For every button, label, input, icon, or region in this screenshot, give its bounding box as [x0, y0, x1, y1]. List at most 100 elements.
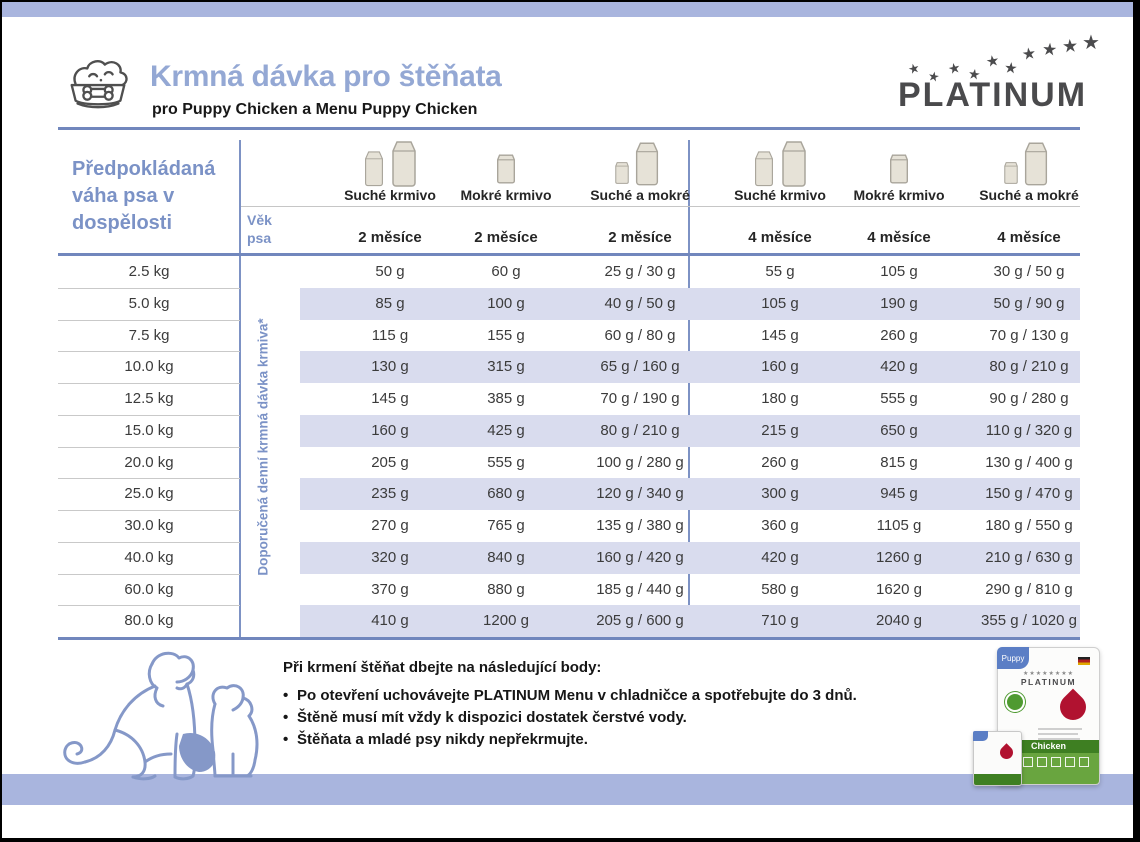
amount-cell: 270 g — [371, 517, 409, 534]
amount-cell: 105 g — [880, 263, 918, 280]
top-accent-band — [0, 2, 1140, 17]
amount-cell: 420 g — [761, 548, 799, 566]
amount-cell: 100 g — [487, 294, 525, 312]
age-label: 4 měsíce — [748, 229, 812, 246]
amount-cell: 385 g — [487, 390, 525, 407]
age-label: 4 měsíce — [867, 229, 931, 246]
page-subtitle: pro Puppy Chicken a Menu Puppy Chicken — [152, 101, 478, 118]
star-icon: ★ — [946, 58, 963, 78]
quality-seal-icon — [1005, 692, 1025, 712]
amount-cell: 1200 g — [483, 612, 529, 630]
table-row: 60.0 kg 370 g 880 g 185 g / 440 g 580 g 1620 … — [58, 574, 1080, 607]
star-icon: ★ — [984, 51, 1001, 72]
amount-cell: 105 g — [761, 294, 799, 312]
footer-heading: Při krmení štěňat dbejte na následující … — [283, 659, 602, 676]
amount-cell: 420 g — [880, 358, 918, 376]
table-divider — [58, 637, 1080, 640]
amount-cell: 70 g / 130 g — [989, 326, 1069, 344]
amount-cell: 145 g — [761, 326, 799, 344]
amount-cell: 260 g — [880, 326, 918, 344]
star-icon: ★ — [1041, 39, 1058, 60]
amount-cell: 410 g — [371, 612, 409, 630]
amount-cell: 50 g — [375, 263, 405, 280]
table-row: 5.0 kg 85 g 100 g 40 g / 50 g 105 g 190 g 50 g… — [58, 287, 1080, 321]
dry-food-icon — [364, 141, 416, 187]
amount-cell: 300 g — [761, 485, 799, 503]
amount-cell: 40 g / 50 g — [604, 294, 676, 312]
weight-cell: 20.0 kg — [58, 447, 240, 480]
weight-cell: 2.5 kg — [58, 256, 240, 289]
amount-cell: 215 g — [761, 421, 799, 439]
amount-cell: 1620 g — [876, 580, 922, 598]
column-type-label: Suché krmivo — [734, 187, 826, 203]
amount-cell: 80 g / 210 g — [989, 358, 1069, 376]
amount-cell: 50 g / 90 g — [993, 294, 1065, 312]
red-drop-icon — [1054, 688, 1092, 726]
weight-cell: 80.0 kg — [124, 612, 174, 630]
dry-food-icon — [754, 141, 806, 187]
amount-cell: 555 g — [487, 453, 525, 471]
weight-cell: 40.0 kg — [58, 542, 240, 575]
column-type-label: Suché krmivo — [344, 187, 436, 203]
wet-food-icon — [889, 154, 909, 184]
age-column-header: Věk psa — [247, 212, 272, 246]
amount-cell: 205 g / 600 g — [596, 612, 684, 630]
amount-cell: 185 g / 440 g — [596, 580, 684, 598]
amount-cell: 70 g / 190 g — [600, 390, 680, 407]
table-row: 12.5 kg 145 g 385 g 70 g / 190 g 180 g 555 g 9… — [58, 383, 1080, 416]
column-type-label: Suché a mokré — [979, 187, 1079, 203]
amount-cell: 130 g / 400 g — [985, 453, 1073, 471]
amount-cell: 425 g — [487, 421, 525, 439]
red-drop-icon — [997, 743, 1016, 762]
dogs-illustration — [63, 651, 259, 781]
amount-cell: 110 g / 320 g — [985, 421, 1073, 439]
amount-cell: 1260 g — [876, 548, 922, 566]
table-row: 20.0 kg 205 g 555 g 100 g / 280 g 260 g 815 g… — [58, 447, 1080, 480]
age-label: 2 měsíce — [474, 229, 538, 246]
amount-cell: 80 g / 210 g — [600, 421, 680, 439]
amount-cell: 100 g / 280 g — [596, 453, 684, 471]
amount-cell: 85 g — [375, 294, 405, 312]
table-row: 25.0 kg 235 g 680 g 120 g / 340 g 300 g 945 g… — [58, 478, 1080, 511]
weight-cell: 25.0 kg — [58, 478, 240, 511]
age-label: 2 měsíce — [358, 229, 422, 246]
amount-cell: 30 g / 50 g — [993, 263, 1065, 280]
product-line-tag: Puppy — [997, 647, 1029, 669]
amount-cell: 370 g — [371, 580, 409, 598]
product-flavor-band — [974, 774, 1021, 785]
wet-food-icon — [496, 154, 516, 184]
amount-cell: 60 g — [491, 263, 521, 280]
dog-bowl-icon — [70, 60, 128, 109]
amount-cell: 360 g — [761, 517, 799, 534]
group-divider — [688, 140, 690, 638]
frame-border — [0, 0, 1140, 2]
weight-column-header: Předpokládaná váha psa v dospělosti — [72, 158, 216, 234]
column-type-label: Suché a mokré — [590, 187, 690, 203]
column-type-label: Mokré krmivo — [460, 187, 552, 203]
age-label: 2 měsíce — [608, 229, 672, 246]
amount-cell: 1105 g — [876, 517, 922, 534]
amount-cell: 160 g / 420 g — [596, 548, 684, 566]
dry-and-wet-food-icon — [615, 142, 659, 186]
weight-cell: 5.0 kg — [58, 288, 240, 321]
amount-cell: 55 g — [765, 263, 795, 280]
amount-cell: 290 g / 810 g — [985, 580, 1073, 598]
amount-cell: 180 g — [761, 390, 799, 407]
weight-cell: 10.0 kg — [58, 351, 240, 384]
amount-cell: 155 g — [487, 326, 525, 344]
amount-cell: 315 g — [487, 358, 525, 376]
amount-cell: 355 g / 1020 g — [981, 612, 1077, 630]
weight-cell: 12.5 kg — [58, 383, 240, 416]
table-row: 30.0 kg 270 g 765 g 135 g / 380 g 360 g 1105 … — [58, 510, 1080, 543]
amount-cell: 180 g / 550 g — [985, 517, 1073, 534]
amount-cell: 945 g — [880, 485, 918, 503]
amount-cell: 130 g — [371, 358, 409, 376]
table-divider — [239, 140, 241, 638]
table-divider — [58, 253, 1080, 256]
amount-cell: 580 g — [761, 580, 799, 598]
amount-cell: 765 g — [487, 517, 525, 534]
amount-cell: 150 g / 470 g — [985, 485, 1073, 503]
amount-cell: 2040 g — [876, 612, 922, 630]
frame-border — [0, 0, 2, 842]
list-item: • Štěňata a mladé psy nikdy nepřekrmujte. — [283, 731, 588, 748]
